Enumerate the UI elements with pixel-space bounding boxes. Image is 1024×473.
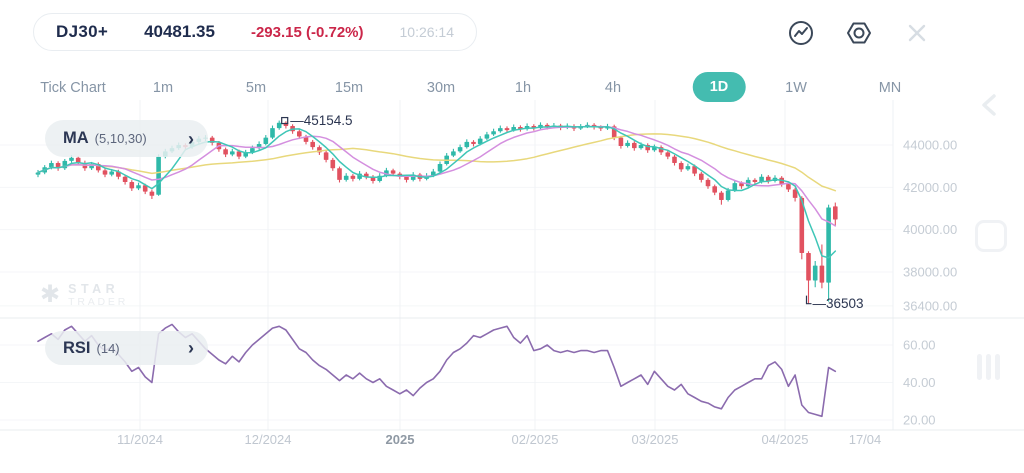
svg-text:03/2025: 03/2025: [632, 432, 679, 447]
tab-4h[interactable]: 4h: [604, 80, 622, 96]
svg-text:36400.00: 36400.00: [903, 298, 957, 313]
svg-text:11/2024: 11/2024: [117, 432, 163, 447]
chart-type-button[interactable]: [977, 353, 1001, 381]
bars-icon: [977, 353, 1001, 381]
last-price: 40481.35: [144, 22, 215, 41]
close-button[interactable]: [904, 20, 930, 46]
drawing-tool-button[interactable]: [975, 220, 1007, 252]
settings-button[interactable]: [846, 20, 872, 46]
chevron-left-icon: [978, 92, 1000, 118]
price-change: -293.15 (-0.72%): [250, 23, 364, 41]
rsi-indicator-pill[interactable]: RSI (14) ›: [45, 331, 208, 365]
quote-bar: DJ30+ 40481.35 -293.15 (-0.72%) 10:26:14: [33, 13, 477, 51]
tab-1w[interactable]: 1W: [785, 80, 807, 96]
svg-text:38000.00: 38000.00: [903, 265, 957, 280]
tab-5m[interactable]: 5m: [245, 80, 267, 96]
svg-text:40.00: 40.00: [903, 375, 936, 390]
watermark-line1: STAR: [68, 282, 120, 296]
rsi-label: RSI: [63, 338, 91, 357]
panel-collapse-button[interactable]: [978, 92, 1000, 118]
svg-text:04/2025: 04/2025: [762, 432, 809, 447]
svg-text:60.00: 60.00: [903, 338, 936, 353]
svg-text:17/04: 17/04: [849, 432, 882, 447]
trend-line-icon: [788, 20, 814, 46]
svg-text:44000.00: 44000.00: [903, 138, 957, 153]
rsi-params: (14): [96, 340, 120, 356]
main-chart[interactable]: —45154.5 —36503 44000.00 42000.00 40000.00 38…: [0, 100, 1024, 473]
chevron-right-icon: ›: [188, 338, 194, 358]
quote-time: 10:26:14: [399, 24, 455, 40]
ma-params: (5,10,30): [94, 131, 147, 146]
svg-text:42000.00: 42000.00: [903, 180, 957, 195]
tab-1d-active[interactable]: 1D: [692, 72, 746, 102]
ma-label: MA: [63, 129, 89, 147]
close-icon: [904, 20, 930, 46]
svg-text:20.00: 20.00: [903, 413, 936, 428]
ma-indicator-pill[interactable]: MA (5,10,30) ›: [45, 120, 208, 157]
tab-mn[interactable]: MN: [878, 80, 902, 96]
symbol-label: DJ30+: [56, 22, 109, 41]
svg-text:02/2025: 02/2025: [512, 432, 559, 447]
svg-text:2025: 2025: [386, 432, 415, 447]
star-logo-icon: ✱: [40, 281, 61, 309]
watermark-line2: TRADER: [68, 296, 129, 309]
indicator-button[interactable]: [788, 20, 814, 46]
tab-30m[interactable]: 30m: [426, 80, 456, 96]
watermark: ✱ STAR TRADER: [40, 282, 128, 308]
settings-icon: [846, 20, 872, 46]
tab-1h[interactable]: 1h: [514, 80, 532, 96]
svg-text:—45154.5: —45154.5: [290, 113, 352, 128]
svg-text:40000.00: 40000.00: [903, 222, 957, 237]
svg-text:12/2024: 12/2024: [245, 432, 292, 447]
svg-text:—36503: —36503: [813, 296, 864, 311]
tab-1m[interactable]: 1m: [152, 80, 174, 96]
tab-15m[interactable]: 15m: [334, 80, 364, 96]
tab-tick-chart[interactable]: Tick Chart: [40, 80, 106, 96]
chevron-right-icon: ›: [188, 128, 194, 149]
